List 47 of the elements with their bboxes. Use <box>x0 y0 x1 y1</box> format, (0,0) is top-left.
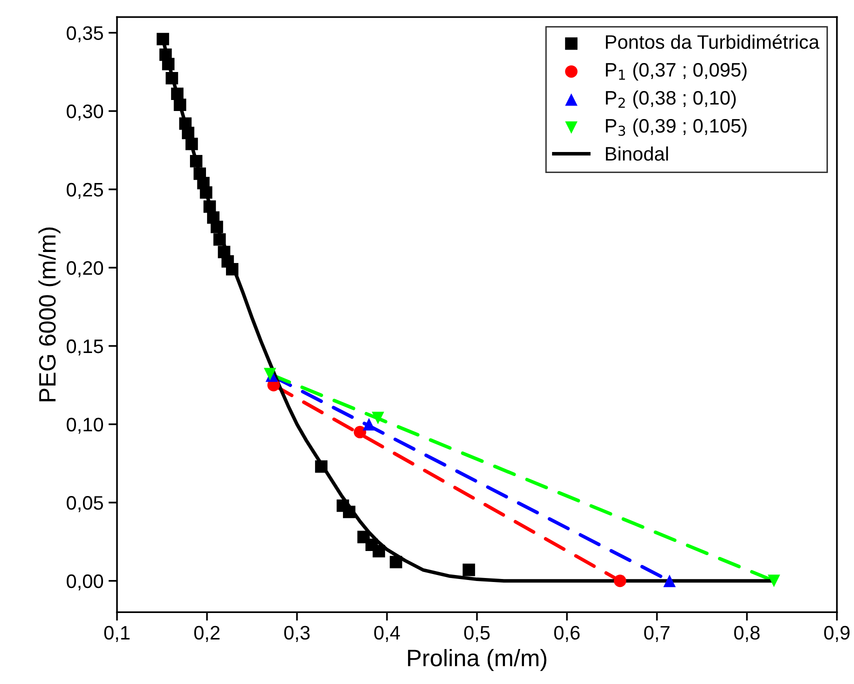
point <box>768 574 780 588</box>
x-tick-label: 0,9 <box>824 626 850 642</box>
point <box>213 233 226 246</box>
legend-label: Binodal <box>606 146 668 161</box>
point <box>354 426 366 438</box>
y-tick-label: 0,30 <box>66 104 104 121</box>
point <box>203 200 216 213</box>
point <box>210 220 224 234</box>
point <box>362 418 376 430</box>
point <box>190 154 202 168</box>
point <box>462 564 476 576</box>
point <box>200 186 212 199</box>
y-tick-label: 0,20 <box>66 261 104 278</box>
legend-label: Pontos da Turbidimétrica <box>606 34 820 49</box>
point <box>162 58 175 70</box>
x-tick-label: 0,1 <box>104 626 130 642</box>
point <box>166 72 178 84</box>
y-tick-label: 0,10 <box>66 418 104 434</box>
y-tick-label: 0,00 <box>66 574 104 590</box>
point <box>226 263 238 276</box>
point <box>663 574 676 588</box>
point <box>614 574 626 588</box>
point <box>174 98 186 112</box>
legend-label: P$_{3}$ (0,39 ; 0,105) <box>606 118 747 137</box>
y-tick-label: 0,35 <box>66 26 103 42</box>
x-tick-label: 0,3 <box>284 626 310 642</box>
x-tick-label: 0,5 <box>464 626 490 642</box>
legend-label: P$_{2}$ (0,38 ; 0,10) <box>606 90 736 109</box>
point <box>372 412 384 424</box>
y-tick-label: 0,15 <box>66 339 103 356</box>
legend-label: P$_{1}$ (0,37 ; 0,095) <box>606 62 747 81</box>
point <box>156 32 170 46</box>
point <box>372 544 386 558</box>
point <box>315 460 328 473</box>
x-tick-label: 0,2 <box>194 626 220 642</box>
x-tick-label: 0,8 <box>734 626 760 642</box>
y-axis-title: PEG 6000 (m/m) <box>38 228 60 402</box>
x-tick-label: 0,6 <box>554 626 580 642</box>
point <box>342 506 356 518</box>
point <box>185 138 198 150</box>
point <box>171 88 184 100</box>
x-tick-label: 0,7 <box>644 626 670 642</box>
y-tick-label: 0,05 <box>66 496 103 512</box>
y-tick-label: 0,25 <box>66 182 103 199</box>
x-tick-label: 0,4 <box>374 626 400 642</box>
point <box>390 556 402 568</box>
x-axis-title: Prolina (m/m) <box>408 649 546 672</box>
